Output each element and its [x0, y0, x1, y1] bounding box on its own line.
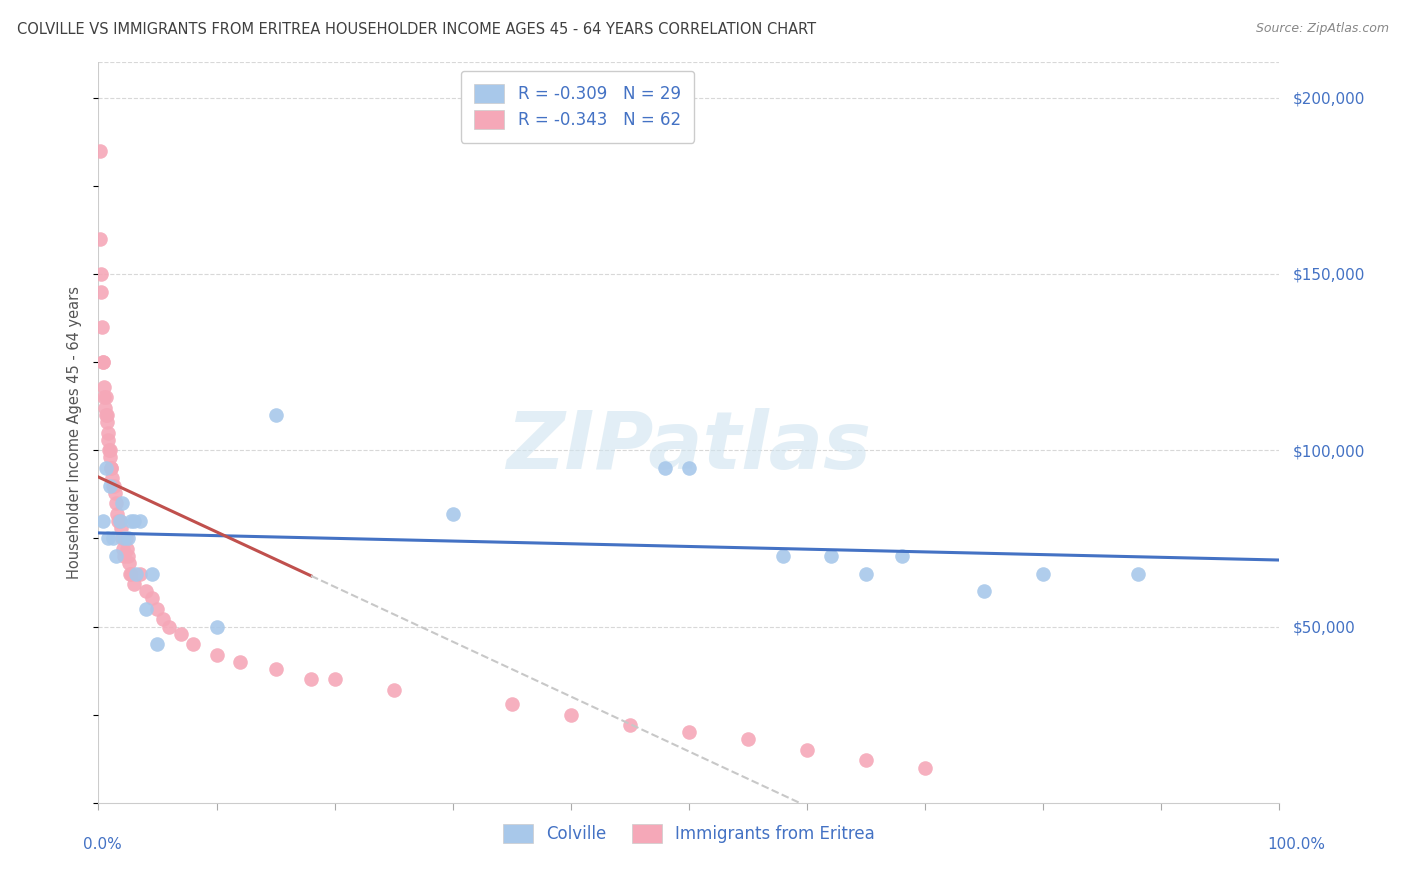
- Point: [141, 566, 163, 581]
- Point: [111, 532, 134, 546]
- Text: COLVILLE VS IMMIGRANTS FROM ERITREA HOUSEHOLDER INCOME AGES 45 - 64 YEARS CORREL: COLVILLE VS IMMIGRANTS FROM ERITREA HOUS…: [17, 22, 815, 37]
- Point: [98, 478, 121, 492]
- Point: [120, 566, 142, 581]
- Point: [323, 673, 346, 687]
- Point: [796, 743, 818, 757]
- Point: [299, 673, 322, 687]
- Point: [108, 514, 131, 528]
- Point: [111, 496, 134, 510]
- Point: [101, 478, 124, 492]
- Point: [737, 732, 759, 747]
- Point: [94, 390, 117, 404]
- Point: [112, 532, 135, 546]
- Point: [121, 514, 143, 528]
- Point: [96, 415, 118, 429]
- Point: [97, 532, 120, 546]
- Point: [100, 461, 122, 475]
- Point: [501, 697, 523, 711]
- Point: [90, 285, 112, 299]
- Text: 100.0%: 100.0%: [1267, 837, 1326, 852]
- Point: [100, 461, 122, 475]
- Point: [170, 626, 193, 640]
- Point: [107, 514, 129, 528]
- Point: [678, 725, 700, 739]
- Point: [97, 425, 120, 440]
- Point: [229, 655, 252, 669]
- Point: [135, 584, 157, 599]
- Point: [1126, 566, 1149, 581]
- Point: [181, 637, 204, 651]
- Point: [146, 602, 169, 616]
- Point: [890, 549, 912, 563]
- Point: [117, 549, 139, 563]
- Point: [97, 433, 120, 447]
- Point: [118, 556, 141, 570]
- Point: [973, 584, 995, 599]
- Point: [98, 443, 121, 458]
- Point: [678, 461, 700, 475]
- Legend: Colville, Immigrants from Eritrea: Colville, Immigrants from Eritrea: [496, 817, 882, 850]
- Text: Source: ZipAtlas.com: Source: ZipAtlas.com: [1256, 22, 1389, 36]
- Point: [94, 408, 117, 422]
- Point: [90, 267, 112, 281]
- Point: [146, 637, 169, 651]
- Text: ZIPatlas: ZIPatlas: [506, 409, 872, 486]
- Point: [125, 566, 148, 581]
- Point: [105, 507, 128, 521]
- Point: [89, 144, 111, 158]
- Point: [115, 541, 138, 556]
- Point: [104, 485, 127, 500]
- Point: [382, 683, 405, 698]
- Point: [205, 619, 228, 633]
- Point: [91, 514, 114, 528]
- Point: [96, 408, 118, 422]
- Point: [1032, 566, 1054, 581]
- Point: [101, 532, 124, 546]
- Point: [121, 566, 143, 581]
- Text: 0.0%: 0.0%: [83, 837, 122, 852]
- Point: [264, 662, 287, 676]
- Point: [98, 443, 121, 458]
- Point: [114, 532, 136, 546]
- Point: [89, 232, 111, 246]
- Point: [112, 541, 135, 556]
- Point: [560, 707, 582, 722]
- Point: [122, 577, 145, 591]
- Point: [110, 521, 132, 535]
- Point: [855, 566, 877, 581]
- Y-axis label: Householder Income Ages 45 - 64 years: Householder Income Ages 45 - 64 years: [67, 286, 83, 579]
- Point: [112, 549, 135, 563]
- Point: [820, 549, 842, 563]
- Point: [105, 496, 128, 510]
- Point: [128, 514, 150, 528]
- Point: [101, 471, 124, 485]
- Point: [135, 602, 157, 616]
- Point: [619, 718, 641, 732]
- Point: [205, 648, 228, 662]
- Point: [772, 549, 794, 563]
- Point: [117, 532, 139, 546]
- Point: [855, 754, 877, 768]
- Point: [93, 390, 115, 404]
- Point: [122, 514, 145, 528]
- Point: [128, 566, 150, 581]
- Point: [141, 591, 163, 606]
- Point: [103, 478, 125, 492]
- Point: [157, 619, 180, 633]
- Point: [91, 355, 114, 369]
- Point: [914, 760, 936, 774]
- Point: [108, 514, 131, 528]
- Point: [654, 461, 676, 475]
- Point: [91, 319, 114, 334]
- Point: [94, 401, 117, 415]
- Point: [94, 461, 117, 475]
- Point: [152, 612, 174, 626]
- Point: [91, 355, 114, 369]
- Point: [105, 549, 128, 563]
- Point: [98, 450, 121, 465]
- Point: [441, 507, 464, 521]
- Point: [93, 380, 115, 394]
- Point: [264, 408, 287, 422]
